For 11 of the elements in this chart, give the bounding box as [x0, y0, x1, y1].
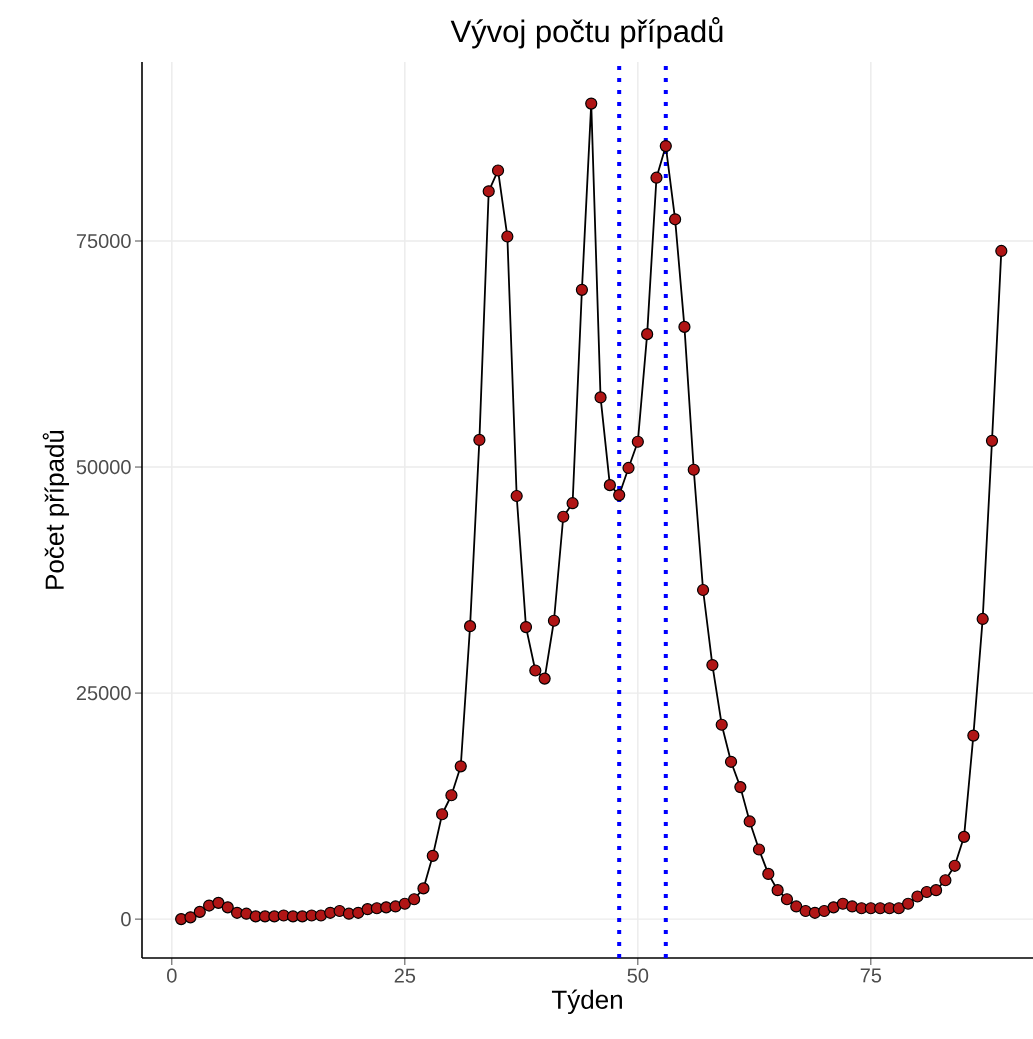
x-tick-label: 50 — [627, 968, 649, 983]
y-tick-label: 25000 — [76, 686, 131, 701]
x-tick-label: 75 — [860, 968, 882, 983]
x-tick-label: 0 — [167, 968, 177, 983]
chart-title: Vývoj počtu případů — [450, 17, 723, 49]
y-tick-label: 0 — [121, 912, 131, 927]
x-axis-title: Týden — [551, 989, 622, 1015]
y-tick-label: 75000 — [76, 233, 131, 249]
x-tick-label: 25 — [394, 968, 416, 983]
y-axis-title: Počet případů — [42, 430, 70, 589]
y-tick-label: 50000 — [76, 459, 131, 475]
